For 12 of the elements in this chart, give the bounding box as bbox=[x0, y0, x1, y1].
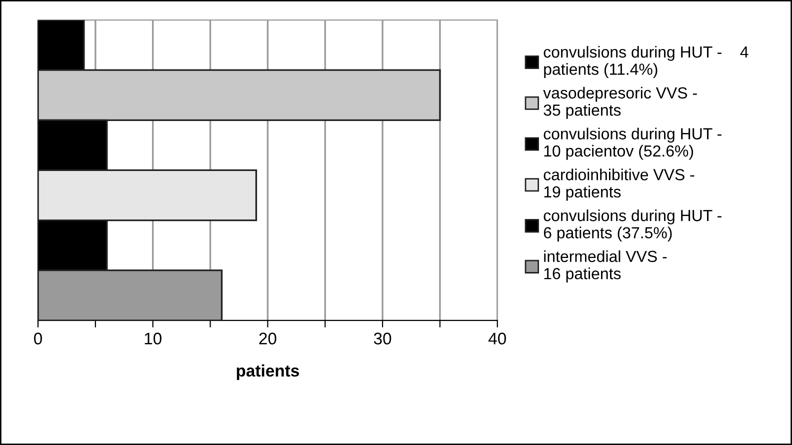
legend-label: convulsions during HUT - 10 pacientov (52.6%) bbox=[544, 128, 722, 160]
legend-label: intermedial VVS - 16 patients bbox=[544, 250, 667, 282]
x-tick-label: 0 bbox=[34, 332, 42, 344]
legend-label: vasodepresoric VVS - 35 patients bbox=[543, 86, 697, 119]
x-tick-label: 40 bbox=[488, 332, 506, 344]
legend-label: convulsions during HUT - 4 patients (11.4%) bbox=[544, 46, 748, 78]
legend-label: cardioinhibitive VVS - 19 patients bbox=[544, 168, 694, 201]
legend-label: convulsions during HUT - 6 patients (37.5%) bbox=[544, 209, 722, 242]
x-axis-title: patients bbox=[236, 364, 299, 380]
x-tick-label: 20 bbox=[259, 332, 276, 344]
x-tick-label: 30 bbox=[374, 332, 392, 344]
x-tick-label: 10 bbox=[144, 332, 162, 344]
